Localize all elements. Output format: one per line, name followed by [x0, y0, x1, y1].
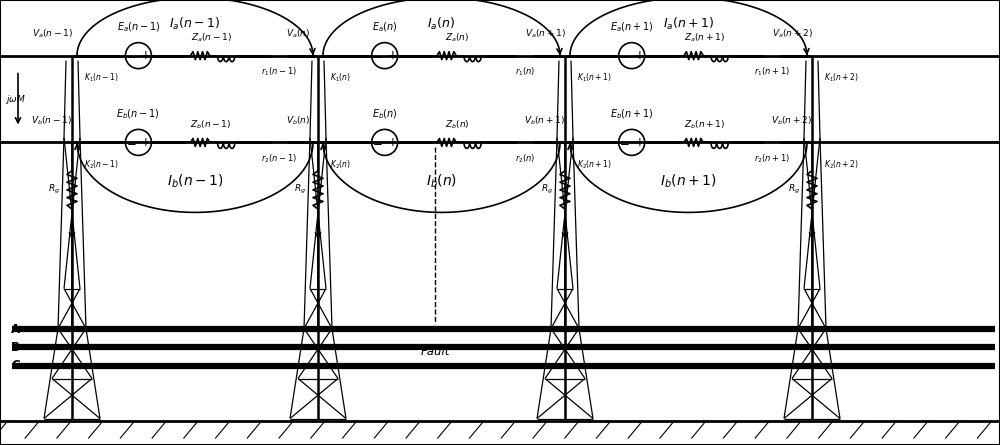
Text: $R_g$: $R_g$	[294, 183, 306, 196]
Text: $K_2(n+1)$: $K_2(n+1)$	[577, 158, 612, 170]
Text: $E_b(n)$: $E_b(n)$	[372, 108, 398, 121]
Text: $E_a(n+1)$: $E_a(n+1)$	[610, 21, 654, 34]
Text: $K_2(n-1)$: $K_2(n-1)$	[84, 158, 119, 170]
Text: $V_a(n+1)$: $V_a(n+1)$	[525, 28, 565, 40]
Text: $R_g$: $R_g$	[788, 183, 800, 196]
Text: $I_a(n)$: $I_a(n)$	[427, 16, 456, 32]
Text: $I_a(n+1)$: $I_a(n+1)$	[663, 16, 714, 32]
Text: $j\omega M$: $j\omega M$	[5, 93, 26, 105]
Text: $K_1(n+1)$: $K_1(n+1)$	[577, 71, 612, 84]
Text: $-$: $-$	[126, 136, 137, 149]
Text: $+$: $+$	[387, 136, 397, 149]
Text: $r_1(n)$: $r_1(n)$	[515, 65, 536, 78]
Text: $E_b(n-1)$: $E_b(n-1)$	[116, 108, 160, 121]
Text: $+$: $+$	[387, 49, 397, 62]
Text: $Z_b(n-1)$: $Z_b(n-1)$	[190, 118, 232, 131]
Text: $K_2(n+2)$: $K_2(n+2)$	[824, 158, 859, 170]
Text: $-$: $-$	[372, 49, 383, 62]
Text: $+$: $+$	[634, 49, 644, 62]
Text: $r_2(n)$: $r_2(n)$	[515, 152, 536, 165]
Text: $r_1(n-1)$: $r_1(n-1)$	[261, 65, 297, 78]
Text: $E_a(n)$: $E_a(n)$	[372, 21, 397, 34]
Text: $Z_a(n)$: $Z_a(n)$	[445, 32, 470, 44]
Text: $Z_a(n-1)$: $Z_a(n-1)$	[191, 32, 232, 44]
Text: $I_a(n-1)$: $I_a(n-1)$	[169, 16, 221, 32]
Text: $R_g$: $R_g$	[541, 183, 553, 196]
Text: $r_1(n+1)$: $r_1(n+1)$	[754, 65, 791, 78]
Text: B: B	[11, 340, 20, 354]
Text: $V_a(n+2)$: $V_a(n+2)$	[772, 28, 812, 40]
Text: $r_2(n+1)$: $r_2(n+1)$	[754, 152, 791, 165]
Text: $+$: $+$	[140, 49, 151, 62]
Text: $+$: $+$	[140, 136, 151, 149]
Text: $K_2(n)$: $K_2(n)$	[330, 158, 351, 170]
Text: $-$: $-$	[619, 49, 630, 62]
Text: $-$: $-$	[126, 49, 137, 62]
Text: $K_1(n+2)$: $K_1(n+2)$	[824, 71, 859, 84]
Text: $-$: $-$	[372, 136, 383, 149]
Text: $Z_b(n+1)$: $Z_b(n+1)$	[684, 118, 725, 131]
Text: $r_2(n-1)$: $r_2(n-1)$	[261, 152, 297, 165]
Text: $V_b(n-1)$: $V_b(n-1)$	[31, 114, 73, 127]
Text: $Z_b(n)$: $Z_b(n)$	[445, 118, 470, 131]
Text: C: C	[11, 359, 20, 372]
Text: $K_1(n)$: $K_1(n)$	[330, 71, 351, 84]
Text: A: A	[11, 323, 20, 336]
Text: $+$: $+$	[634, 136, 644, 149]
Text: $V_a(n)$: $V_a(n)$	[286, 28, 310, 40]
Text: $R_g$: $R_g$	[48, 183, 60, 196]
Text: $I_b(n-1)$: $I_b(n-1)$	[167, 172, 223, 190]
Text: Fault: Fault	[420, 345, 450, 358]
Text: $V_b(n+1)$: $V_b(n+1)$	[524, 114, 566, 127]
Text: $E_a(n-1)$: $E_a(n-1)$	[117, 21, 160, 34]
Text: $-$: $-$	[619, 136, 630, 149]
Text: $V_b(n)$: $V_b(n)$	[286, 114, 310, 127]
Text: $K_1(n-1)$: $K_1(n-1)$	[84, 71, 119, 84]
Text: $V_a(n-1)$: $V_a(n-1)$	[32, 28, 72, 40]
Text: $I_b(n+1)$: $I_b(n+1)$	[660, 172, 717, 190]
Text: $E_b(n+1)$: $E_b(n+1)$	[610, 108, 654, 121]
Text: $V_b(n+2)$: $V_b(n+2)$	[771, 114, 813, 127]
Text: $I_b(n)$: $I_b(n)$	[426, 172, 457, 190]
Text: $Z_a(n+1)$: $Z_a(n+1)$	[684, 32, 725, 44]
